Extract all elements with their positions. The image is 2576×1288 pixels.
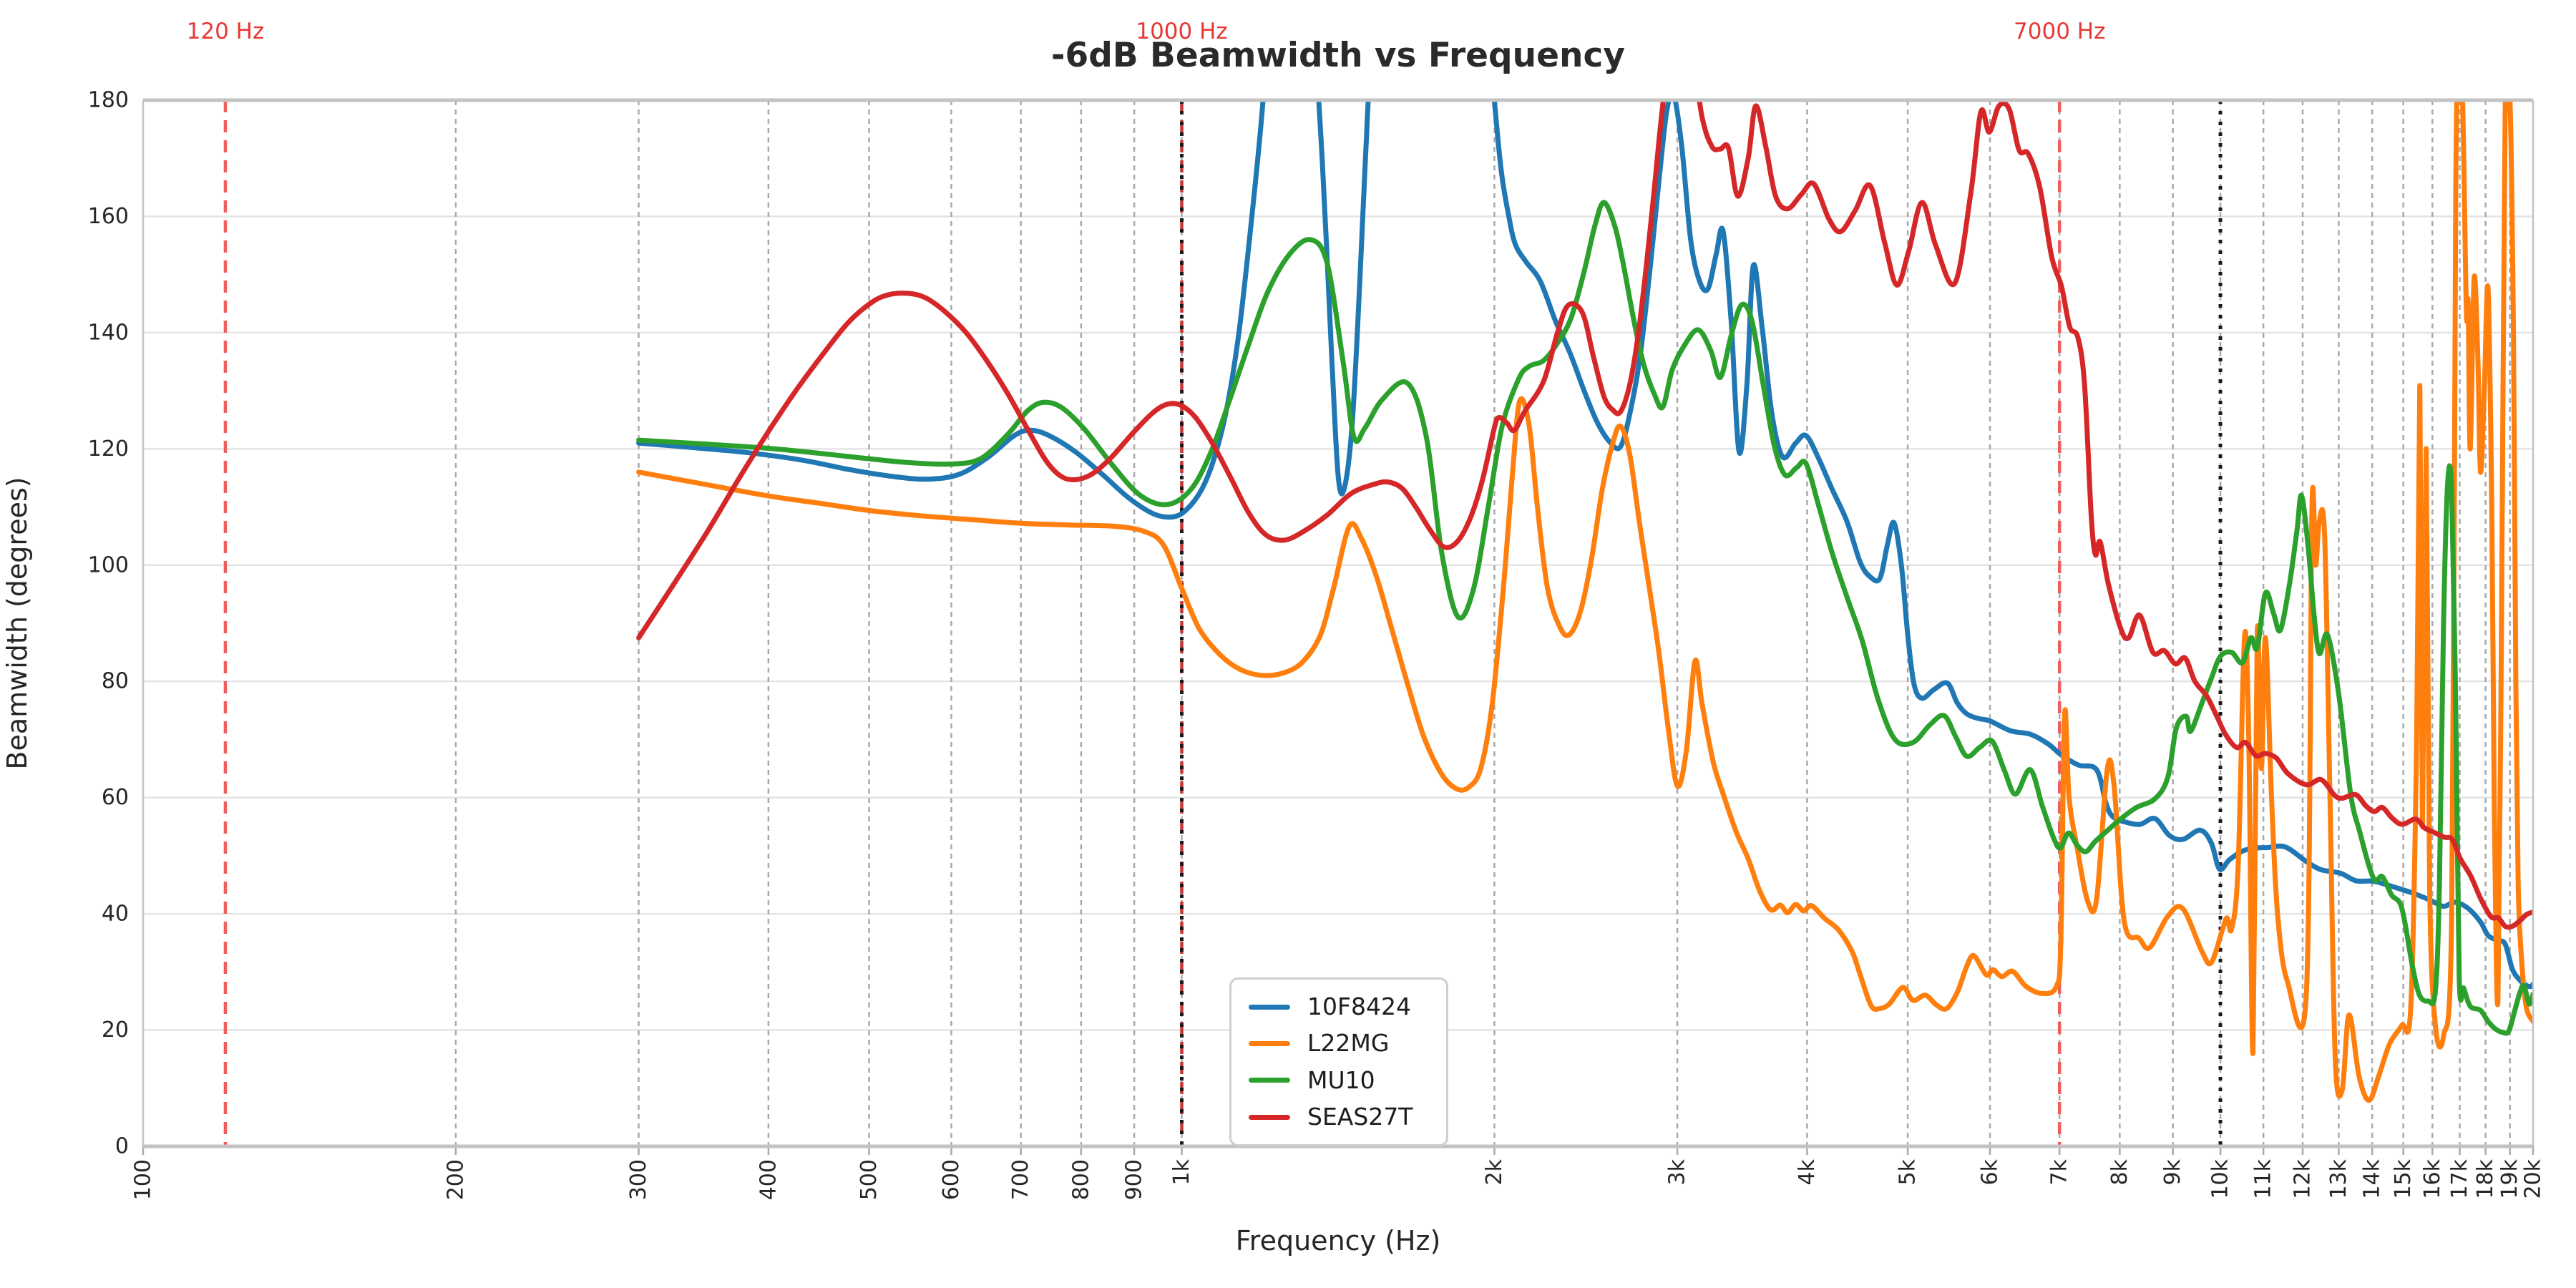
svg-text:16k: 16k	[2420, 1158, 2445, 1199]
legend-swatch-orange	[1249, 1040, 1290, 1046]
legend-item-10F8424: 10F8424	[1249, 992, 1429, 1020]
svg-text:20k: 20k	[2521, 1158, 2546, 1199]
svg-text:15k: 15k	[2391, 1158, 2416, 1199]
series-SEAS27T	[636, 100, 2533, 930]
svg-text:600: 600	[939, 1159, 964, 1200]
svg-text:7k: 7k	[2047, 1158, 2072, 1185]
svg-text:5k: 5k	[1896, 1158, 1921, 1185]
series-10F8424	[636, 100, 2533, 990]
svg-text:4k: 4k	[1795, 1158, 1820, 1185]
svg-text:800: 800	[1068, 1159, 1093, 1200]
svg-text:120: 120	[88, 436, 129, 462]
x-tick-labels: 100 200 300 400 500 600 700 800 900 1k 2k 3k 4k 5k 6k 7…	[131, 1158, 2546, 1200]
svg-text:700: 700	[1008, 1159, 1033, 1200]
svg-text:2k: 2k	[1482, 1158, 1507, 1185]
legend: 10F8424 L22MG MU10 SEAS27T	[1229, 977, 1448, 1147]
svg-text:100: 100	[88, 552, 129, 577]
svg-text:11k: 11k	[2251, 1158, 2276, 1199]
svg-text:20: 20	[102, 1018, 129, 1043]
legend-label: 10F8424	[1307, 992, 1411, 1020]
svg-text:9k: 9k	[2160, 1158, 2185, 1185]
svg-text:14k: 14k	[2360, 1158, 2385, 1199]
legend-swatch-blue	[1249, 1004, 1290, 1010]
legend-swatch-red	[1249, 1114, 1290, 1120]
legend-label: SEAS27T	[1307, 1102, 1413, 1131]
legend-swatch-green	[1249, 1078, 1290, 1083]
svg-text:0: 0	[115, 1134, 129, 1159]
chart-title: -6dB Beamwidth vs Frequency	[1051, 36, 1625, 75]
svg-text:40: 40	[102, 902, 129, 927]
svg-text:3k: 3k	[1665, 1158, 1690, 1185]
annotation-label-120hz: 120 Hz	[187, 19, 265, 44]
svg-text:10k: 10k	[2208, 1158, 2233, 1199]
svg-text:80: 80	[102, 669, 129, 694]
svg-text:100: 100	[131, 1159, 156, 1200]
series-L22MG	[636, 100, 2533, 1103]
series-curves	[636, 100, 2533, 1103]
annotation-labels: 120 Hz 1000 Hz 7000 Hz	[187, 19, 2106, 44]
svg-text:8k: 8k	[2107, 1158, 2132, 1185]
svg-text:13k: 13k	[2326, 1158, 2351, 1199]
svg-text:900: 900	[1122, 1159, 1147, 1200]
svg-text:12k: 12k	[2290, 1158, 2315, 1199]
y-axis-label: Beamwidth (degrees)	[1, 477, 33, 770]
legend-item-SEAS27T: SEAS27T	[1249, 1102, 1429, 1131]
svg-text:300: 300	[626, 1159, 651, 1200]
svg-text:200: 200	[443, 1159, 468, 1200]
legend-item-MU10: MU10	[1249, 1065, 1429, 1094]
svg-text:60: 60	[102, 785, 129, 810]
x-axis-label: Frequency (Hz)	[1235, 1225, 1441, 1257]
svg-text:18k: 18k	[2473, 1158, 2498, 1199]
legend-label: MU10	[1307, 1065, 1375, 1094]
svg-text:180: 180	[88, 88, 129, 113]
svg-text:1k: 1k	[1169, 1158, 1194, 1185]
svg-text:19k: 19k	[2497, 1158, 2522, 1199]
series-MU10	[636, 200, 2533, 1036]
y-tick-labels: 0 20 40 60 80 100 120 140 160 180	[88, 88, 129, 1159]
svg-text:160: 160	[88, 204, 129, 229]
annotation-label-7000hz: 7000 Hz	[2014, 19, 2105, 44]
svg-text:140: 140	[88, 320, 129, 345]
svg-text:500: 500	[857, 1159, 882, 1200]
svg-text:6k: 6k	[1978, 1158, 2003, 1185]
svg-text:17k: 17k	[2447, 1158, 2472, 1199]
legend-item-L22MG: L22MG	[1249, 1030, 1429, 1056]
annotation-label-1000hz: 1000 Hz	[1136, 19, 1227, 44]
svg-text:400: 400	[756, 1159, 781, 1200]
annotation-lines	[223, 100, 2223, 1146]
legend-label: L22MG	[1307, 1029, 1390, 1058]
